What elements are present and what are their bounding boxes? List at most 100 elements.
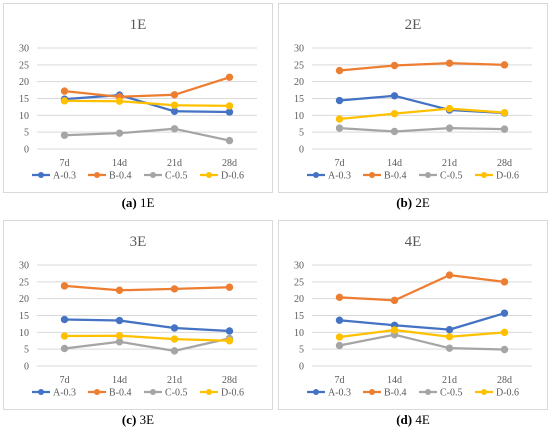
chart-2e: 2E 0 5 10 15 20 25 30 7d 14d 21d 28d A-0.3 B-0.4 C-0.5… (278, 3, 548, 193)
data-point (170, 107, 179, 115)
legend-marker (313, 172, 319, 178)
y-tick-label: 5 (299, 345, 304, 356)
data-point (225, 102, 234, 110)
y-tick-label: 10 (294, 111, 304, 122)
caption-text-3e: 3E (136, 412, 155, 427)
data-point (500, 278, 509, 286)
legend-label: D-0.6 (496, 388, 519, 399)
data-point (170, 285, 179, 293)
y-tick-label: 25 (294, 60, 304, 71)
panel-2e: 2E 0 5 10 15 20 25 30 7d 14d 21d 28d A-0.3 B-0.4 C-0.5… (278, 3, 548, 193)
series-line (339, 127, 505, 133)
legend-label: B-0.4 (109, 388, 132, 399)
chart-title: 4E (405, 234, 422, 250)
x-tick-label: 14d (387, 375, 402, 386)
legend-label: C-0.5 (165, 388, 188, 399)
series-line (339, 273, 505, 302)
x-tick-label: 21d (442, 158, 457, 169)
caption-letter-2e: (b) (396, 195, 413, 210)
series-line (64, 334, 230, 342)
x-tick-label: 7d (60, 158, 70, 169)
y-tick-label: 10 (19, 111, 29, 122)
series-line (339, 62, 505, 72)
y-tick-label: 20 (294, 294, 304, 305)
legend-marker (206, 389, 212, 395)
legend-marker (481, 172, 487, 178)
legend-marker (369, 172, 375, 178)
legend-marker (313, 389, 319, 395)
caption-3e: (c) 3E (3, 412, 273, 428)
series-line (64, 284, 230, 292)
legend-label: D-0.6 (496, 171, 519, 182)
chart-4e: 4E 0 5 10 15 20 25 30 7d 14d 21d 28d A-0.3 B-0.4 C-0.5… (278, 220, 548, 410)
legend-label: B-0.4 (109, 171, 132, 182)
data-point (170, 101, 179, 109)
y-tick-label: 20 (19, 294, 29, 305)
legend-label: A-0.3 (328, 171, 351, 182)
data-point (115, 316, 124, 325)
data-point (445, 104, 454, 113)
data-point (225, 337, 234, 345)
caption-letter-3e: (c) (121, 412, 137, 427)
data-point (500, 108, 509, 117)
x-tick-label: 28d (497, 375, 512, 386)
legend-marker (150, 389, 156, 395)
caption-4e: (d) 4E (278, 412, 548, 428)
data-point (390, 296, 399, 305)
data-point (115, 338, 124, 346)
data-point (390, 326, 399, 334)
data-point (335, 316, 344, 324)
data-point (60, 87, 69, 95)
caption-text-4e: 4E (412, 412, 430, 427)
data-point (335, 124, 344, 132)
caption-letter-1e: (a) (121, 195, 137, 210)
legend-marker (481, 389, 487, 395)
legend-marker (206, 172, 212, 178)
data-point (225, 327, 234, 335)
x-tick-label: 7d (60, 375, 70, 386)
y-tick-label: 25 (19, 277, 29, 288)
data-point (445, 271, 454, 279)
data-point (225, 136, 234, 145)
x-tick-label: 14d (112, 158, 127, 169)
series-line (64, 127, 230, 142)
data-point (500, 328, 509, 337)
y-tick-label: 30 (19, 261, 29, 272)
legend-label: B-0.4 (384, 171, 407, 182)
series-line (339, 328, 505, 339)
data-point (335, 341, 344, 350)
legend-marker (425, 172, 431, 178)
data-point (445, 124, 454, 132)
legend-label: D-0.6 (221, 388, 244, 399)
data-point (390, 127, 399, 136)
legend-marker (38, 172, 44, 178)
x-tick-label: 14d (112, 375, 127, 386)
series-line (64, 76, 230, 98)
data-point (445, 325, 454, 334)
y-tick-label: 30 (19, 44, 29, 55)
caption-1e: (a) 1E (3, 195, 273, 211)
data-point (170, 335, 179, 343)
data-point (225, 108, 234, 116)
chart-title: 1E (130, 17, 147, 33)
data-point (170, 347, 179, 355)
caption-letter-4e: (d) (396, 412, 413, 427)
y-tick-label: 5 (24, 345, 29, 356)
y-tick-label: 0 (299, 145, 304, 156)
y-tick-label: 15 (19, 94, 29, 105)
data-point (445, 333, 454, 341)
series-line (339, 107, 505, 121)
data-point (390, 109, 399, 118)
data-point (500, 309, 509, 317)
legend-marker (369, 389, 375, 395)
data-point (335, 66, 344, 75)
panel-1e: 1E 0 5 10 15 20 25 30 7d 14d 21d 28d A-0.3 B-0.4 C-0.5… (3, 3, 273, 193)
y-tick-label: 30 (294, 261, 304, 272)
y-tick-label: 15 (294, 94, 304, 105)
legend-marker (94, 172, 100, 178)
y-tick-label: 25 (19, 60, 29, 71)
data-point (115, 286, 124, 294)
y-tick-label: 30 (294, 44, 304, 55)
caption-2e: (b) 2E (278, 195, 548, 211)
y-tick-label: 10 (19, 328, 29, 339)
